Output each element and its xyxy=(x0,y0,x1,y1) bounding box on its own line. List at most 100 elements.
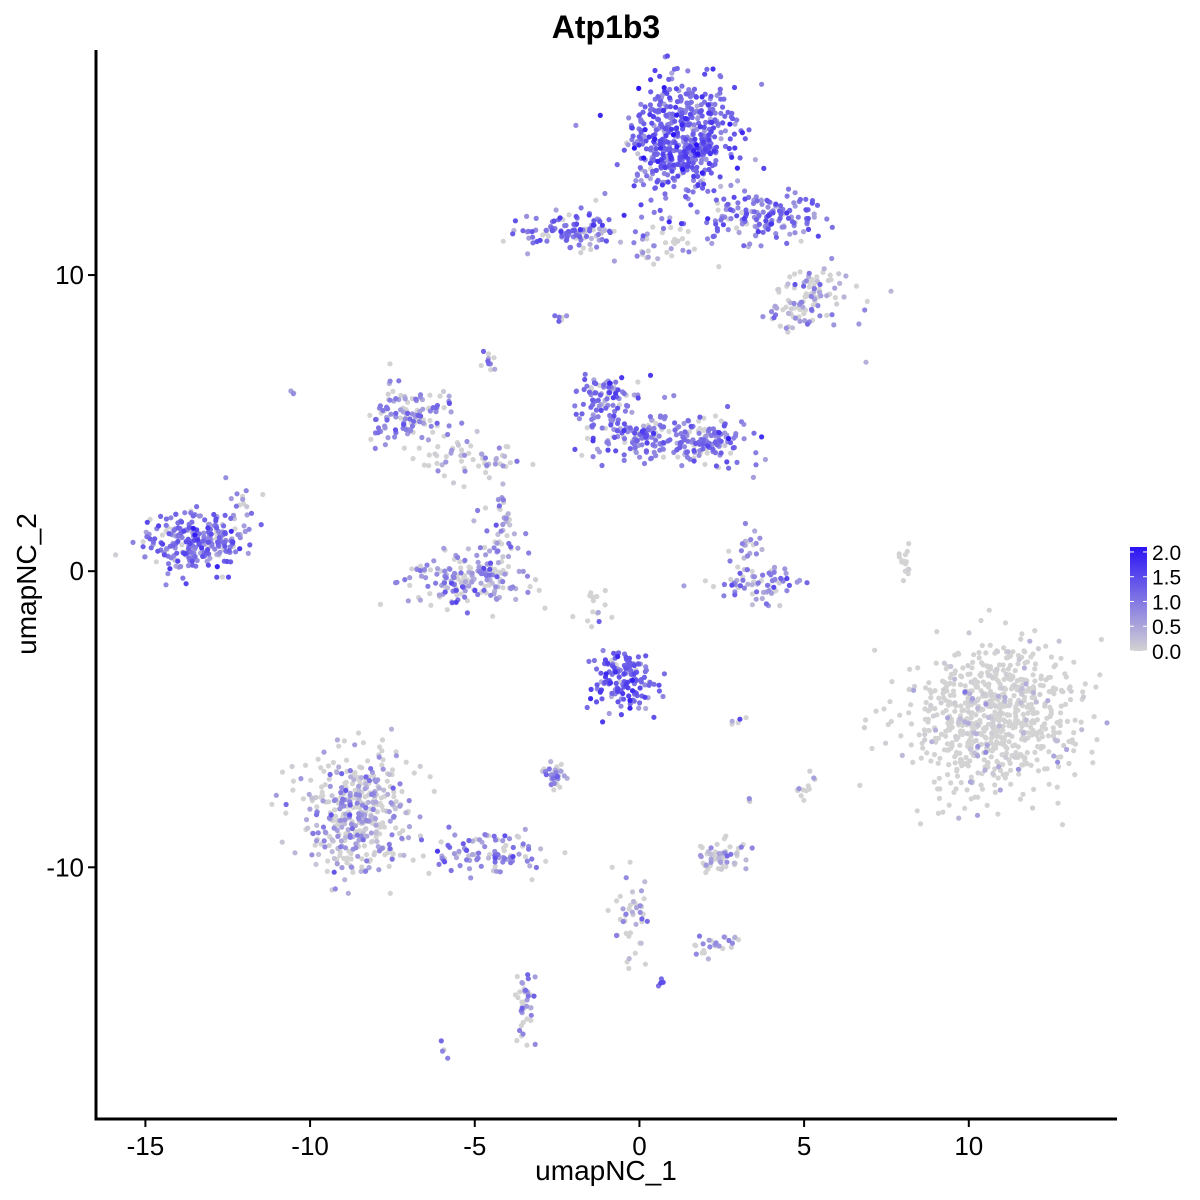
cell-point xyxy=(1072,772,1078,778)
cell-point xyxy=(313,861,319,868)
cell-point xyxy=(1012,668,1018,674)
cell-point xyxy=(918,755,924,761)
cell-point xyxy=(949,724,955,730)
cell-point xyxy=(214,574,220,580)
cell-point xyxy=(712,413,719,419)
cell-point xyxy=(676,424,682,430)
cell-point xyxy=(387,397,393,403)
cell-point xyxy=(443,575,449,581)
cell-point xyxy=(642,961,649,967)
cell-point xyxy=(635,395,641,401)
cell-point xyxy=(753,540,759,547)
cell-point xyxy=(634,253,640,259)
cell-point xyxy=(935,760,941,766)
cell-point xyxy=(466,866,473,872)
cell-point xyxy=(573,388,579,394)
cell-point xyxy=(1034,717,1040,723)
cell-point xyxy=(626,693,632,699)
cell-point xyxy=(759,595,765,602)
cell-point xyxy=(632,141,638,147)
cell-point xyxy=(482,844,488,850)
cell-point xyxy=(967,746,973,752)
cell-point xyxy=(435,444,441,450)
cell-point xyxy=(329,849,335,855)
cell-point xyxy=(729,718,735,724)
cell-point xyxy=(433,580,439,586)
cell-point xyxy=(1044,715,1050,721)
cell-point xyxy=(565,228,572,235)
cell-point xyxy=(962,700,969,706)
cell-point xyxy=(421,462,427,468)
cell-point xyxy=(749,582,755,588)
cell-point xyxy=(907,666,913,672)
cell-point xyxy=(344,855,350,861)
cell-point xyxy=(990,719,996,725)
cell-point xyxy=(147,536,153,542)
cell-point xyxy=(393,580,399,586)
cell-point xyxy=(965,671,971,677)
cell-point xyxy=(936,795,943,802)
cell-point xyxy=(969,665,975,671)
cell-point xyxy=(334,769,340,776)
cell-point xyxy=(785,310,792,316)
cell-point xyxy=(513,596,519,603)
cell-point xyxy=(524,573,531,579)
cell-point xyxy=(388,800,394,806)
cell-point xyxy=(643,653,649,659)
cell-point xyxy=(633,690,639,696)
cell-point xyxy=(674,99,681,105)
cell-point xyxy=(922,706,928,712)
plot-title: Atp1b3 xyxy=(552,9,660,45)
cell-point xyxy=(390,785,396,791)
cell-point xyxy=(448,409,454,415)
cell-point xyxy=(651,714,657,720)
cell-point xyxy=(425,437,431,443)
cell-point xyxy=(602,679,608,685)
cell-point xyxy=(393,396,399,402)
cell-point xyxy=(806,284,812,290)
cell-point xyxy=(1059,688,1065,695)
cell-point xyxy=(447,566,453,572)
cell-point xyxy=(982,682,989,688)
cell-point xyxy=(629,909,636,915)
cell-point xyxy=(387,818,393,824)
cell-point xyxy=(920,745,926,751)
color-legend: 2.01.51.00.50.0 xyxy=(1130,542,1181,664)
cell-point xyxy=(441,580,448,586)
cell-point xyxy=(915,665,921,671)
cell-point xyxy=(466,837,472,844)
cell-point xyxy=(957,742,963,748)
cell-point xyxy=(684,450,690,456)
cell-point xyxy=(527,584,533,590)
cell-point xyxy=(1051,753,1057,759)
cell-point xyxy=(584,704,590,711)
cell-point xyxy=(856,321,862,327)
cell-point xyxy=(418,573,425,579)
cell-point xyxy=(283,810,289,816)
cell-point xyxy=(958,780,964,786)
cell-point xyxy=(1055,754,1061,760)
cell-point xyxy=(289,763,295,770)
cell-point xyxy=(705,443,711,449)
cell-point xyxy=(677,94,684,100)
cell-point xyxy=(958,673,964,679)
cell-point xyxy=(506,836,513,842)
cell-point xyxy=(578,250,584,256)
cell-point xyxy=(432,451,438,457)
cell-point xyxy=(1064,718,1071,725)
cell-point xyxy=(233,549,239,555)
cell-point xyxy=(647,160,654,166)
cell-point xyxy=(1056,730,1062,736)
cell-point xyxy=(743,210,750,217)
cell-point xyxy=(475,591,481,598)
cell-point xyxy=(988,692,994,698)
cell-point xyxy=(655,94,661,100)
cell-point xyxy=(741,216,747,222)
cell-point xyxy=(426,870,432,877)
cell-point xyxy=(888,288,894,294)
cell-point xyxy=(887,699,893,705)
cell-point xyxy=(158,513,164,520)
cell-point xyxy=(461,484,467,490)
cell-point xyxy=(458,580,464,586)
cell-point xyxy=(785,186,792,192)
